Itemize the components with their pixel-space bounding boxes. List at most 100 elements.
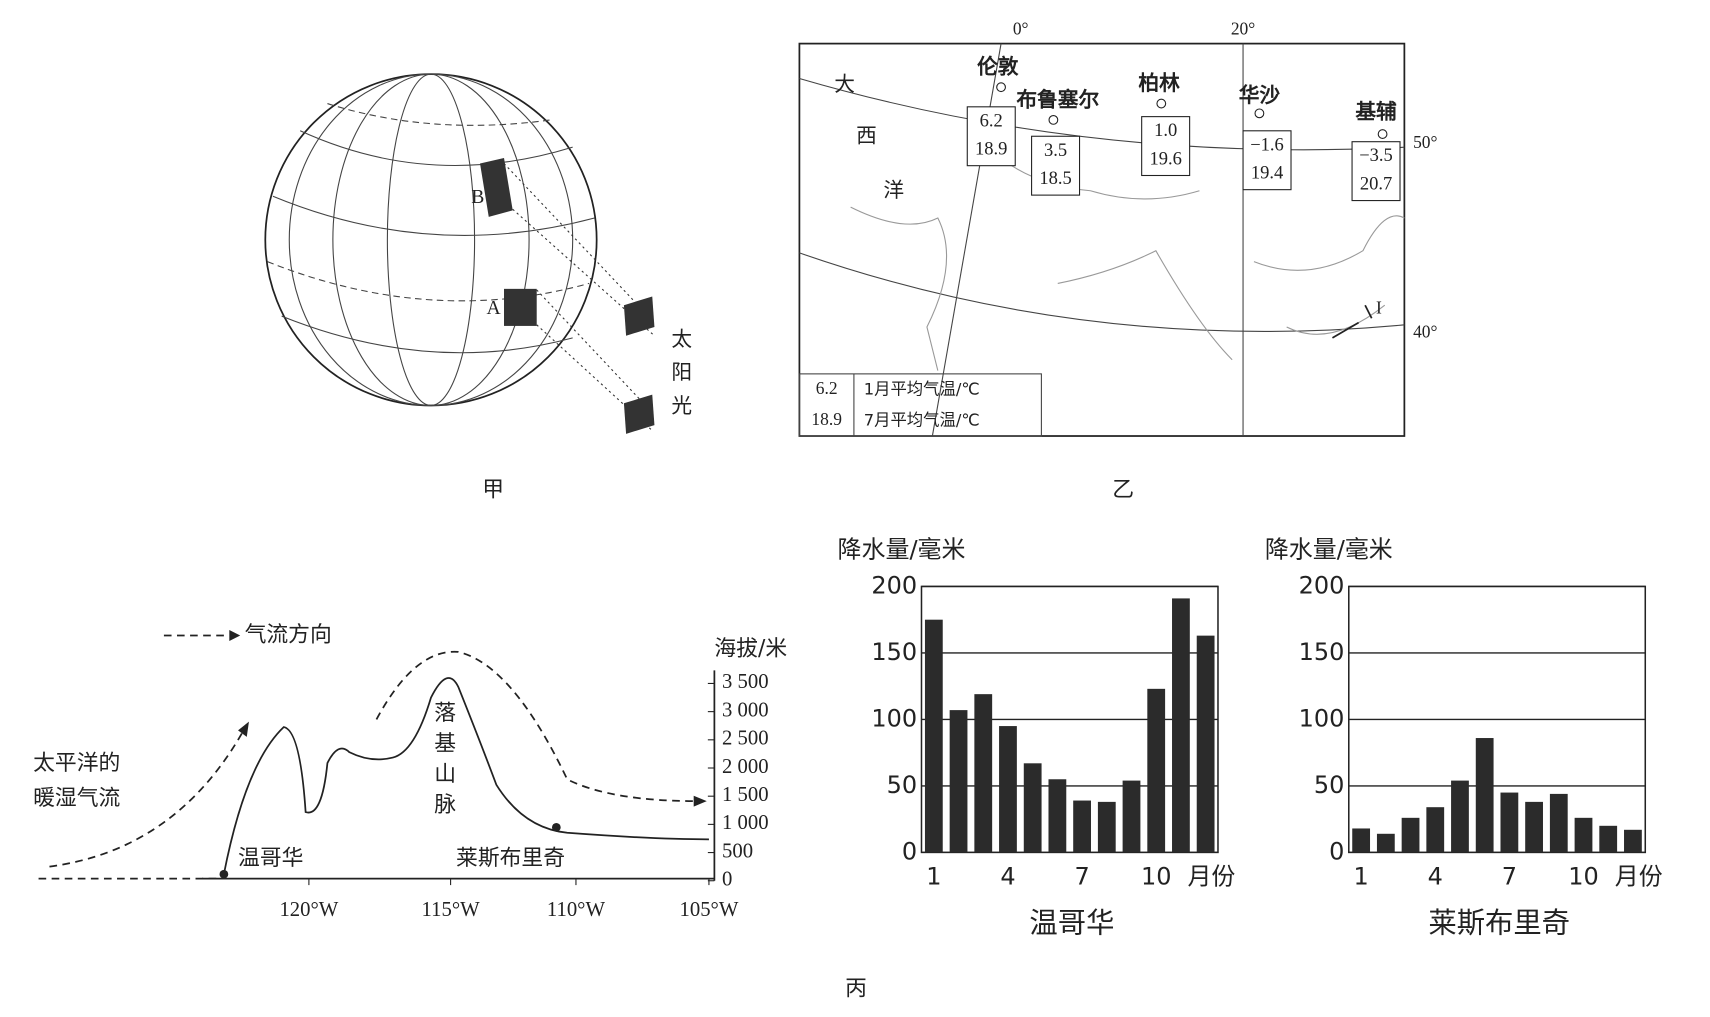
x-tick-label: 120°W	[279, 899, 338, 921]
legend-value: 6.2	[816, 378, 838, 398]
point-label: B	[471, 187, 484, 208]
map: 大 西 洋 0° 20° 50° 40° I 6.2 18.9 1月平均气温/℃…	[798, 19, 1438, 503]
place-label: 莱斯布里奇	[456, 846, 565, 871]
airflow-label: 太平洋的	[33, 751, 120, 776]
city-name: 伦敦	[977, 55, 1019, 79]
city-dot	[1048, 114, 1059, 125]
bar	[1475, 738, 1494, 853]
bar	[1172, 598, 1190, 853]
jan-temp: 1.0	[1154, 120, 1177, 141]
jan-temp: 3.5	[1044, 140, 1067, 161]
bar	[949, 710, 968, 853]
legend-value: 18.9	[811, 409, 842, 429]
x-tick-label: 7	[1502, 862, 1517, 890]
x-tick-label: 4	[1000, 862, 1015, 890]
jul-temp: 19.4	[1251, 163, 1283, 184]
bar	[1426, 807, 1445, 853]
caption: 丙	[845, 977, 867, 1002]
bar	[1451, 780, 1469, 853]
bar	[1624, 829, 1642, 853]
x-tick-label: 4	[1428, 862, 1443, 890]
bar	[974, 694, 993, 853]
place-label: 温哥华	[238, 846, 303, 871]
bar	[1599, 825, 1618, 853]
legend-label: 气流方向	[245, 622, 332, 647]
jul-temp: 18.9	[975, 139, 1007, 160]
legend-label: 7月平均气温/℃	[864, 410, 980, 429]
sunlight-label: 太	[671, 327, 692, 351]
sunlight-label: 阳	[671, 360, 692, 384]
city-name: 华沙	[1239, 83, 1281, 107]
jan-temp: 6.2	[980, 110, 1003, 131]
x-tick-label: 7	[1074, 862, 1089, 890]
range-label: 脉	[434, 793, 456, 818]
y-tick-label: 200	[1299, 571, 1345, 599]
y-tick-label: 0	[722, 868, 732, 890]
bar	[999, 726, 1017, 853]
y-tick-label: 200	[871, 571, 917, 599]
city-dot	[996, 82, 1006, 93]
city-dot	[1377, 129, 1388, 139]
x-tick-label: 105°W	[679, 899, 738, 921]
city-dot	[1254, 108, 1265, 119]
axis-title: 海拔/米	[714, 637, 787, 662]
chart-title: 莱斯布里奇	[1428, 906, 1570, 939]
bar	[1401, 817, 1420, 853]
y-tick-label: 1 500	[722, 784, 769, 806]
ocean-label: 大	[834, 72, 855, 96]
x-tick-label: 1	[926, 862, 941, 890]
bar	[1525, 801, 1543, 853]
bar	[1376, 833, 1395, 853]
ocean-label: 洋	[883, 178, 904, 202]
profile: 气流方向 太平洋的 暖湿气流 落 基 山 脉 温哥华 莱斯布里奇 海拔/米 丙 …	[33, 622, 867, 1001]
bar	[1023, 763, 1042, 853]
y-tick-label: 3 500	[722, 671, 769, 693]
y-axis-title: 降水量/毫米	[838, 535, 966, 563]
meridian-label: 20°	[1231, 19, 1255, 39]
jul-temp: 20.7	[1360, 174, 1392, 195]
y-tick-label: 2 000	[722, 756, 769, 778]
bar	[1500, 792, 1519, 853]
city-box	[966, 106, 1016, 167]
section-marker: I	[1376, 298, 1382, 318]
globe: B A 太 阳 光 甲	[264, 73, 692, 503]
city-box	[1141, 116, 1191, 177]
city-box	[1242, 130, 1292, 191]
range-label: 山	[434, 762, 456, 787]
plot-frame	[920, 585, 1219, 854]
y-tick-label: 150	[871, 638, 917, 666]
x-tick-label: 10	[1568, 862, 1599, 890]
x-tick-label: 115°W	[422, 899, 481, 921]
range-label: 基	[434, 731, 456, 756]
caption: 甲	[482, 478, 504, 503]
bar	[1048, 779, 1067, 853]
y-tick-label: 100	[871, 704, 917, 732]
city-name: 基辅	[1355, 99, 1397, 123]
parallel-label: 40°	[1413, 322, 1437, 342]
city-dot	[1156, 98, 1167, 109]
y-axis-title: 降水量/毫米	[1265, 535, 1393, 563]
meridian-label: 0°	[1013, 19, 1029, 39]
bar	[924, 619, 943, 853]
y-tick-label: 50	[887, 771, 918, 799]
point-label: A	[487, 298, 502, 319]
range-label: 落	[434, 701, 456, 726]
y-tick-label: 1 000	[722, 812, 769, 834]
bar	[1549, 793, 1568, 853]
jan-temp: −3.5	[1359, 145, 1393, 166]
city-name: 柏林	[1138, 71, 1180, 95]
bar	[1073, 800, 1091, 853]
airflow-label: 暖湿气流	[33, 786, 120, 811]
y-tick-label: 100	[1299, 704, 1345, 732]
x-tick-label: 10	[1141, 862, 1172, 890]
bar	[1122, 780, 1141, 853]
sunlight-label: 光	[671, 394, 692, 418]
plot-frame	[1348, 585, 1647, 854]
x-tick-label: 110°W	[547, 899, 606, 921]
y-tick-label: 500	[722, 840, 753, 862]
chart-title: 温哥华	[1029, 906, 1114, 939]
bar	[1574, 817, 1593, 853]
